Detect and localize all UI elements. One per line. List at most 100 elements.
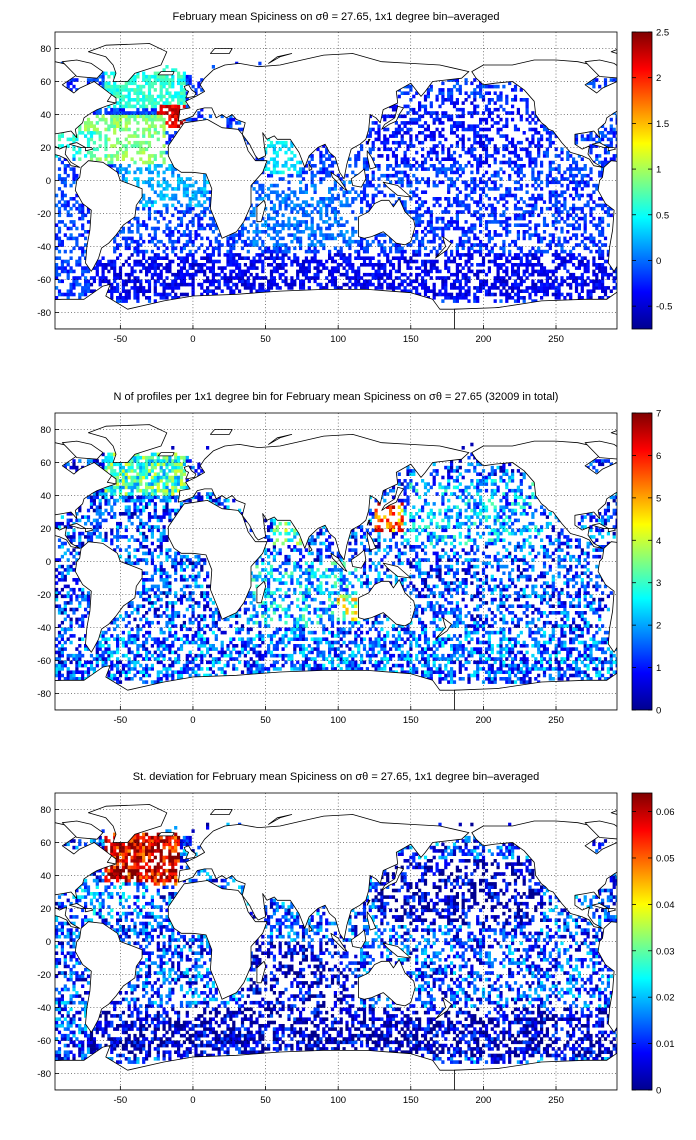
data-cell — [255, 272, 259, 277]
data-cell — [452, 150, 457, 155]
data-cell — [455, 78, 459, 82]
data-cell — [423, 673, 428, 678]
data-cell — [162, 256, 166, 260]
data-cell — [136, 140, 140, 145]
data-cell — [540, 279, 544, 284]
data-cell — [153, 272, 157, 277]
data-cell — [243, 272, 247, 277]
data-cell — [275, 243, 279, 247]
data-cell — [232, 253, 236, 257]
data-cell — [386, 147, 390, 152]
data-cell — [60, 180, 64, 185]
landmass — [167, 119, 268, 239]
data-cell — [522, 223, 526, 227]
data-cell — [203, 269, 207, 274]
data-cell — [418, 246, 422, 251]
data-cell — [217, 246, 221, 251]
data-cell — [557, 289, 561, 293]
data-cell — [261, 243, 265, 247]
data-cell — [583, 223, 587, 227]
data-cell — [197, 220, 201, 224]
data-cell — [101, 78, 105, 82]
data-cell — [75, 78, 79, 82]
data-cell — [319, 180, 323, 185]
data-cell — [162, 121, 166, 125]
data-cell — [238, 230, 242, 234]
data-cell — [505, 256, 509, 260]
data-cell — [179, 282, 184, 287]
data-cell — [458, 203, 462, 208]
data-cell — [116, 299, 120, 303]
data-cell — [598, 160, 602, 165]
data-cell — [461, 101, 465, 105]
data-cell — [601, 170, 605, 175]
data-cell — [162, 216, 166, 221]
data-cell — [528, 667, 532, 671]
data-cell — [470, 223, 474, 227]
data-cell — [560, 216, 564, 221]
data-cell — [174, 226, 178, 231]
data-cell — [450, 296, 454, 300]
data-cell — [574, 289, 579, 293]
data-cell — [127, 296, 131, 300]
data-cell — [357, 256, 361, 260]
data-cell — [104, 111, 108, 115]
data-cell — [499, 223, 503, 227]
data-cell — [177, 183, 181, 188]
data-cell — [542, 216, 547, 221]
data-cell — [127, 91, 131, 95]
data-cell — [275, 197, 279, 201]
data-cell — [415, 272, 419, 277]
data-cell — [322, 144, 326, 148]
data-cell — [66, 137, 70, 142]
data-cell — [595, 78, 599, 82]
data-cell — [267, 160, 271, 165]
data-cell — [365, 239, 369, 244]
data-cell — [307, 236, 311, 241]
data-cell — [452, 279, 457, 284]
data-cell — [455, 292, 459, 297]
data-cell — [357, 154, 361, 158]
data-cell — [185, 667, 189, 671]
data-cell — [473, 292, 477, 297]
data-cell — [540, 263, 544, 267]
data-cell — [72, 203, 76, 208]
data-cell — [601, 253, 605, 257]
data-cell — [403, 279, 407, 284]
data-cell — [284, 223, 288, 227]
data-cell — [522, 677, 526, 681]
data-cell — [580, 286, 584, 290]
data-cell — [72, 137, 76, 142]
data-cell — [426, 111, 430, 115]
data-cell — [104, 147, 108, 152]
data-cell — [78, 256, 82, 260]
data-cell — [348, 259, 352, 264]
data-cell — [200, 667, 204, 671]
data-cell — [69, 88, 73, 92]
data-cell — [470, 213, 474, 218]
data-cell — [182, 81, 186, 86]
data-cell — [476, 210, 480, 214]
data-cell — [432, 282, 436, 287]
data-cell — [513, 256, 518, 260]
data-cell — [394, 131, 398, 135]
data-cell — [452, 101, 457, 105]
data-cell — [290, 140, 294, 145]
data-cell — [57, 236, 62, 241]
data-cell — [299, 230, 303, 234]
data-cell — [110, 663, 114, 668]
data-cell — [572, 667, 576, 671]
data-cell — [229, 121, 233, 125]
data-cell — [438, 680, 442, 684]
data-cell — [165, 98, 169, 102]
data-cell — [409, 667, 413, 671]
data-cell — [586, 266, 590, 270]
data-cell — [78, 147, 82, 152]
data-cell — [397, 114, 401, 119]
data-cell — [490, 98, 494, 102]
data-cell — [81, 269, 85, 274]
data-cell — [455, 160, 459, 165]
data-cell — [583, 282, 587, 287]
data-cell — [403, 272, 407, 277]
data-cell — [551, 177, 555, 181]
